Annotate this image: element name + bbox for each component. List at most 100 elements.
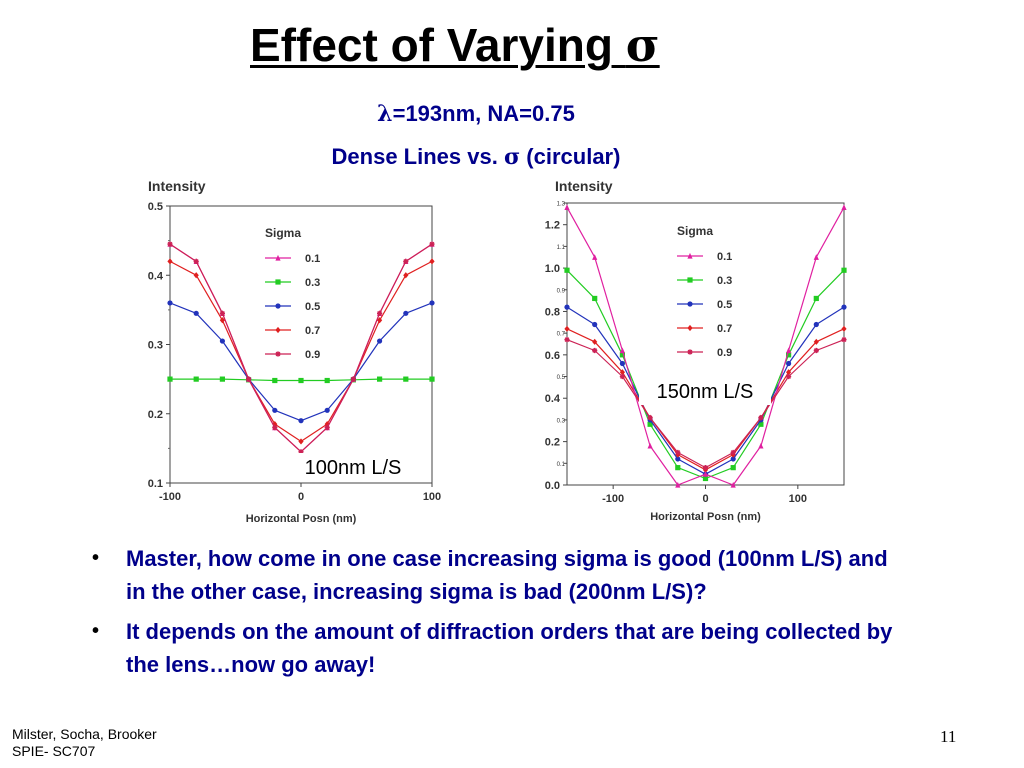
data-point bbox=[377, 310, 383, 316]
chart-150nm: Intensity Horizontal Posn (nm) 0.0 0.2 0.4 0.… bbox=[533, 176, 850, 528]
legend-item: 0.3 bbox=[265, 277, 320, 289]
chart-100nm: Intensity Horizontal Posn (nm) 0.1 0.2 0.3 0.… bbox=[138, 174, 444, 526]
data-point bbox=[219, 310, 225, 316]
chart-annotation: 150nm L/S bbox=[639, 377, 771, 405]
data-point bbox=[813, 321, 819, 328]
x-axis-label: Horizontal Posn (nm) bbox=[246, 513, 357, 525]
chart-annotation: 100nm L/S bbox=[284, 453, 422, 481]
legend-item: 0.9 bbox=[677, 347, 732, 359]
data-point bbox=[564, 267, 570, 273]
y-tick-label: 1.2 bbox=[545, 220, 560, 232]
data-point bbox=[564, 325, 570, 332]
data-point bbox=[350, 376, 356, 382]
annotation-text: 100nm L/S bbox=[305, 457, 402, 479]
data-point bbox=[429, 376, 435, 382]
legend-item: 0.1 bbox=[265, 253, 320, 265]
y-tick-label: 0.8 bbox=[545, 306, 560, 318]
data-point bbox=[647, 421, 653, 427]
data-point bbox=[564, 304, 570, 310]
data-point bbox=[813, 254, 819, 260]
data-point bbox=[298, 449, 304, 455]
series-0.5 bbox=[167, 300, 435, 424]
data-point bbox=[167, 376, 173, 382]
data-point bbox=[619, 360, 625, 367]
data-point bbox=[193, 272, 199, 279]
data-point bbox=[647, 442, 653, 449]
data-point bbox=[403, 376, 409, 382]
data-point bbox=[246, 376, 252, 382]
legend-swatch-marker bbox=[275, 279, 281, 285]
data-point bbox=[841, 267, 847, 273]
y-minor-tick-label: 0.9 bbox=[557, 288, 566, 294]
plot-frame bbox=[169, 205, 433, 484]
slide-title: Effect of Varying σ bbox=[250, 18, 710, 72]
bullet-question: • Master, how come in one case increasing… bbox=[92, 542, 912, 608]
data-point bbox=[592, 295, 598, 302]
y-tick-label: 0.4 bbox=[148, 270, 164, 282]
data-point bbox=[272, 407, 278, 413]
y-tick-label: 0.3 bbox=[148, 340, 163, 352]
x-tick-label: 100 bbox=[789, 493, 807, 505]
x-tick-label: 100 bbox=[423, 491, 441, 503]
data-point bbox=[675, 456, 681, 462]
legend-swatch-marker bbox=[687, 252, 693, 259]
subtitle-wavelength: λ=193nm, NA=0.75 bbox=[0, 101, 952, 127]
data-point bbox=[298, 377, 304, 384]
data-point bbox=[730, 456, 736, 462]
data-point bbox=[298, 438, 304, 445]
y-tick-label: 0.2 bbox=[148, 409, 163, 421]
data-point bbox=[702, 471, 709, 477]
data-point bbox=[167, 241, 173, 247]
data-point bbox=[841, 337, 847, 343]
legend-item: 0.5 bbox=[265, 301, 320, 313]
legend-swatch-marker bbox=[275, 326, 281, 334]
series-0.3 bbox=[167, 376, 435, 384]
legend-item: 0.3 bbox=[677, 275, 732, 287]
data-point bbox=[619, 373, 625, 380]
y-tick-label: 0.0 bbox=[545, 480, 560, 492]
data-point bbox=[619, 352, 625, 358]
data-point bbox=[813, 347, 819, 354]
subtitle-dense-lines-pre: Dense Lines vs. bbox=[331, 144, 504, 169]
data-point bbox=[403, 272, 409, 279]
annotation-background bbox=[639, 377, 771, 405]
y-tick-label: 0.5 bbox=[148, 201, 163, 213]
data-point bbox=[730, 481, 736, 488]
x-tick-label: -100 bbox=[159, 491, 181, 503]
y-minor-tick-label: 0.1 bbox=[557, 462, 566, 468]
bullet-list: • Master, how come in one case increasing… bbox=[92, 542, 912, 688]
data-point bbox=[675, 449, 681, 456]
y-minor-tick-label: 0.7 bbox=[557, 332, 566, 338]
data-point bbox=[675, 481, 681, 488]
y-tick-label: 0.4 bbox=[545, 393, 561, 405]
bullet-text: It depends on the amount of diffraction … bbox=[126, 619, 893, 677]
data-point bbox=[786, 360, 792, 367]
legend-label: 0.1 bbox=[305, 253, 320, 265]
legend-label: 0.5 bbox=[305, 301, 320, 313]
data-point bbox=[377, 376, 383, 382]
x-axis-label: Horizontal Posn (nm) bbox=[650, 511, 761, 523]
data-point bbox=[219, 317, 225, 324]
annotation-text: 150nm L/S bbox=[657, 381, 754, 403]
y-minor-tick-label: 0.5 bbox=[557, 375, 566, 381]
data-point bbox=[786, 347, 792, 354]
data-point bbox=[167, 300, 173, 306]
legend-title: Sigma bbox=[677, 224, 713, 238]
data-point bbox=[272, 377, 278, 384]
legend-swatch-marker bbox=[275, 351, 281, 357]
legend-swatch-marker bbox=[687, 301, 693, 307]
data-point bbox=[758, 442, 764, 449]
data-point bbox=[324, 425, 330, 431]
bullet-marker: • bbox=[92, 620, 100, 642]
data-point bbox=[841, 304, 847, 310]
series-0.3 bbox=[564, 267, 847, 482]
y-tick-label: 0.1 bbox=[148, 478, 163, 490]
legend-swatch-marker bbox=[275, 254, 281, 261]
data-point bbox=[429, 241, 435, 247]
data-point bbox=[272, 425, 278, 431]
subtitle-dense-lines-post: (circular) bbox=[520, 144, 621, 169]
legend-label: 0.7 bbox=[717, 323, 732, 335]
plot-frame bbox=[566, 202, 845, 486]
series-0.9 bbox=[564, 337, 847, 471]
legend-item: 0.7 bbox=[677, 323, 732, 335]
